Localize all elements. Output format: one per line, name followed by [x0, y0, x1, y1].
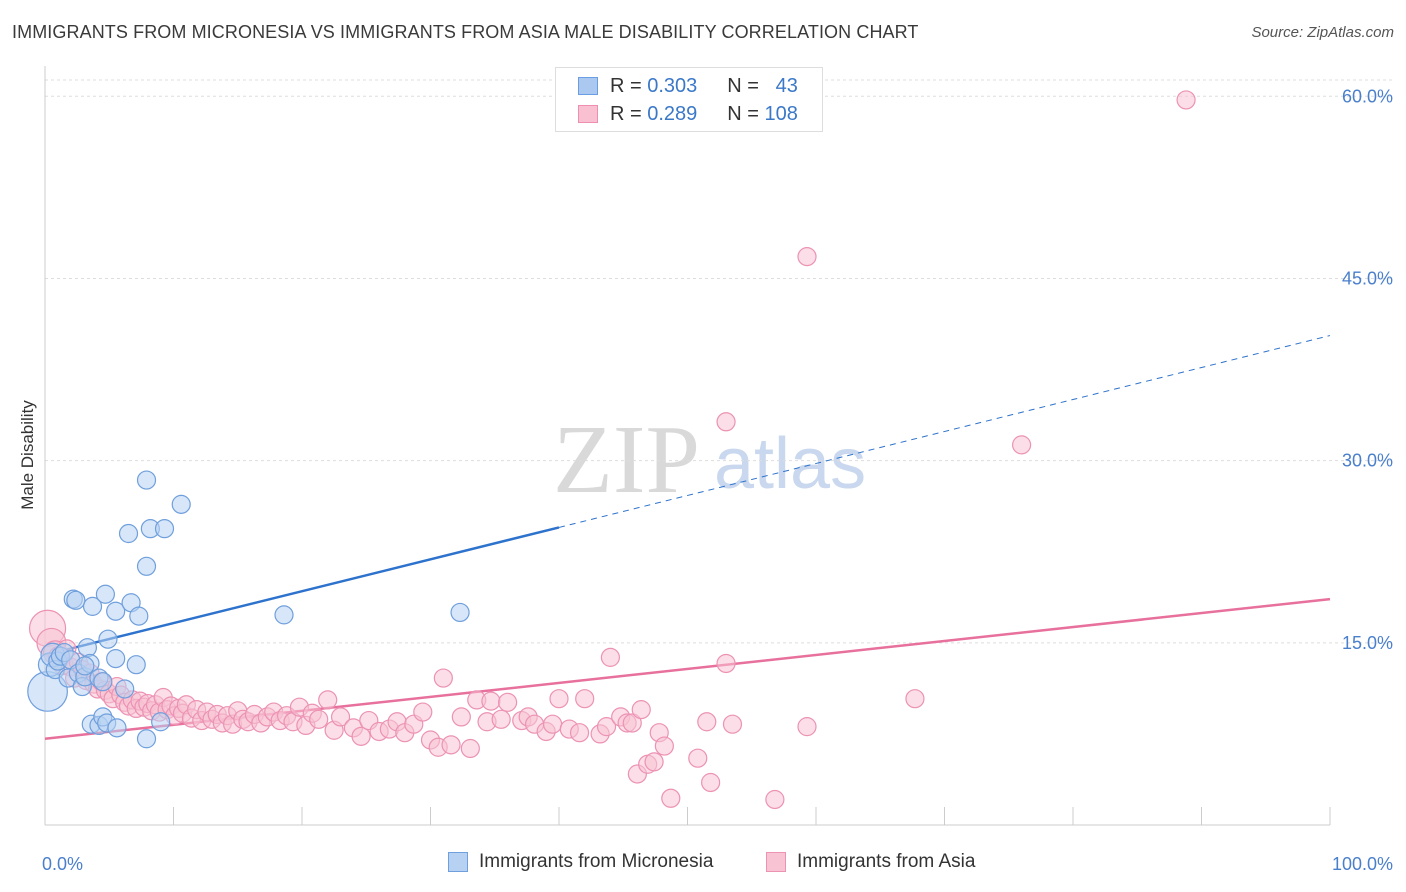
legend-swatch-asia: [578, 105, 598, 123]
micronesia-point: [98, 629, 118, 649]
asia-point: [697, 712, 717, 732]
asia-point: [622, 713, 642, 733]
asia-point: [498, 692, 518, 712]
asia-point: [460, 738, 480, 759]
data-points: [27, 90, 1196, 810]
asia-point: [481, 691, 501, 711]
watermark-zip: ZIP: [553, 406, 700, 514]
legend-item-micronesia: Immigrants from Micronesia: [448, 851, 713, 873]
asia-point: [575, 689, 595, 709]
legend-n-label: N =: [727, 102, 759, 125]
legend-n-label: N =: [727, 74, 759, 97]
asia-point: [596, 717, 617, 737]
micronesia-point: [129, 606, 149, 626]
asia-point: [309, 709, 329, 729]
legend-swatch-micronesia: [578, 77, 598, 95]
legend-row-micronesia: R = 0.303 N = 43: [578, 73, 798, 99]
series-legend: Immigrants from Micronesia Immigrants fr…: [0, 850, 1406, 878]
micronesia-point: [151, 712, 171, 732]
legend-swatch-asia: [766, 852, 786, 872]
y-tick-label: 30.0%: [1342, 451, 1393, 471]
legend-r-label: R =: [610, 74, 642, 97]
legend-r-label: R =: [610, 102, 642, 125]
legend-n-value: 108: [764, 102, 798, 125]
asia-point: [797, 247, 817, 267]
legend-r-value: 0.289: [647, 102, 698, 125]
asia-point: [716, 412, 736, 432]
micronesia-point: [106, 649, 126, 669]
asia-point: [631, 700, 651, 720]
correlation-legend: R = 0.303 N = 43 R = 0.289 N = 108: [555, 67, 823, 132]
micronesia-point: [274, 605, 294, 625]
watermark: ZIP atlas: [553, 406, 866, 514]
micronesia-point: [75, 656, 95, 676]
micronesia-point: [82, 596, 103, 616]
asia-point: [905, 689, 925, 709]
asia-point: [716, 653, 736, 674]
asia-point: [644, 752, 664, 772]
asia-point: [797, 717, 817, 737]
micronesia-point: [115, 679, 135, 699]
asia-point: [330, 707, 351, 727]
legend-label-micronesia: Immigrants from Micronesia: [479, 851, 714, 872]
legend-n-value: 43: [775, 74, 798, 97]
asia-point: [549, 689, 569, 709]
micronesia-point: [77, 638, 98, 658]
asia-point: [600, 647, 621, 667]
asia-point: [1176, 90, 1196, 110]
micronesia-point: [107, 718, 127, 738]
asia-point: [542, 714, 563, 734]
legend-label-asia: Immigrants from Asia: [797, 851, 976, 872]
asia-point: [661, 788, 681, 808]
y-tick-label: 15.0%: [1342, 633, 1393, 653]
asia-point: [318, 690, 338, 710]
asia-point: [351, 726, 371, 746]
trend-lines: [44, 335, 1331, 741]
asia-point: [451, 707, 471, 727]
micronesia-point: [106, 601, 126, 621]
tick-labels: 15.0% 30.0% 45.0% 60.0% 0.0% 100.0%: [42, 86, 1393, 874]
legend-row-asia: R = 0.289 N = 108: [578, 101, 798, 127]
asia-point: [722, 714, 743, 734]
asia-point: [413, 702, 433, 722]
micronesia-trend-line: [44, 526, 560, 657]
micronesia-point: [118, 523, 139, 544]
micronesia-point: [136, 470, 157, 490]
micronesia-point: [126, 655, 146, 675]
micronesia-point: [95, 584, 115, 604]
legend-item-asia: Immigrants from Asia: [766, 851, 975, 873]
x-tick-label: 100.0%: [1332, 854, 1393, 874]
asia-point: [569, 723, 590, 743]
asia-point: [441, 735, 461, 755]
y-tick-label: 45.0%: [1342, 268, 1393, 288]
micronesia-trend-extension: [558, 335, 1331, 528]
asia-point: [688, 748, 708, 768]
asia-point: [765, 789, 785, 810]
micronesia-point: [171, 494, 191, 514]
micronesia-point: [66, 590, 86, 610]
x-tick-label: 0.0%: [42, 854, 83, 874]
chart-title: IMMIGRANTS FROM MICRONESIA VS IMMIGRANTS…: [12, 22, 919, 42]
asia-point: [491, 709, 511, 729]
micronesia-point: [136, 556, 157, 576]
asia-point: [654, 736, 674, 756]
micronesia-point: [93, 672, 113, 692]
micronesia-point: [450, 602, 470, 623]
micronesia-point: [154, 519, 175, 539]
watermark-atlas: atlas: [714, 424, 866, 504]
gridlines: [45, 79, 1395, 644]
y-tick-label: 60.0%: [1342, 86, 1393, 106]
asia-point: [1011, 435, 1032, 455]
source-credit: Source: ZipAtlas.com: [1251, 24, 1394, 41]
asia-point: [701, 772, 721, 793]
legend-swatch-micronesia: [448, 852, 468, 872]
micronesia-point: [136, 729, 157, 749]
legend-r-value: 0.303: [647, 74, 698, 97]
asia-point: [433, 668, 453, 688]
